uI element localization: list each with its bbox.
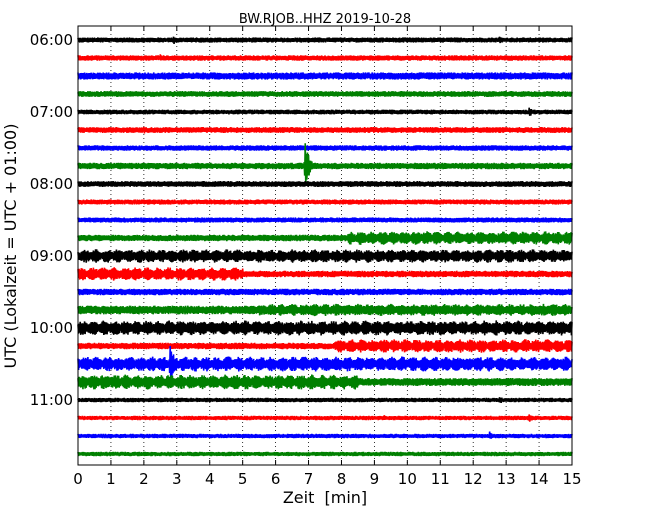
- seismic-trace: [77, 288, 573, 296]
- seismic-trace: [77, 217, 573, 223]
- x-tick-label: 15: [562, 470, 581, 488]
- seismic-trace: [77, 431, 573, 439]
- x-tick-label: 4: [205, 470, 215, 488]
- plot-background: [78, 26, 572, 465]
- y-axis-label: UTC (Lokalzeit = UTC + 01:00): [1, 124, 20, 369]
- seismic-trace: [77, 303, 573, 317]
- seismic-trace: [77, 126, 573, 134]
- seismic-trace: [77, 107, 573, 116]
- x-tick-label: 2: [139, 470, 149, 488]
- seismic-trace: [77, 36, 573, 44]
- seismic-trace: [77, 143, 573, 186]
- seismic-trace: [77, 91, 573, 97]
- seismic-trace: [77, 145, 573, 151]
- seismic-trace: [77, 54, 573, 61]
- seismic-trace: [77, 249, 573, 263]
- x-tick-label: 14: [530, 470, 549, 488]
- y-tick-label: 08:00: [30, 175, 73, 193]
- seismic-trace: [77, 346, 573, 381]
- chart-title: BW.RJOB..HHZ 2019-10-28: [239, 12, 411, 27]
- seismic-trace: [77, 267, 573, 281]
- y-tick-label: 09:00: [30, 247, 73, 265]
- x-tick-label: 0: [73, 470, 83, 488]
- plot-frame: [77, 25, 573, 466]
- x-tick-label: 5: [238, 470, 248, 488]
- y-tick-label: 07:00: [30, 103, 73, 121]
- y-tick-label: 11:00: [30, 391, 73, 409]
- seismic-trace: [77, 181, 573, 187]
- y-tick-label: 10:00: [30, 319, 73, 337]
- seismic-trace: [77, 320, 573, 336]
- x-tick-label: 6: [271, 470, 281, 488]
- seismic-trace: [77, 339, 573, 353]
- x-tick-label: 13: [497, 470, 516, 488]
- y-axis-ticks: 06:00 07:00 08:00 09:00 10:00 11:00: [30, 31, 572, 409]
- x-tick-label: 3: [172, 470, 182, 488]
- seismic-trace: [77, 451, 573, 457]
- x-tick-label: 10: [398, 470, 417, 488]
- seismic-trace: [77, 72, 573, 80]
- seismic-trace: [77, 231, 573, 245]
- x-tick-label: 1: [106, 470, 116, 488]
- x-tick-label: 9: [370, 470, 380, 488]
- seismic-trace: [77, 397, 573, 403]
- seismic-trace: [77, 199, 573, 205]
- y-tick-label: 06:00: [30, 31, 73, 49]
- x-tick-label: 12: [464, 470, 483, 488]
- x-tick-label: 8: [337, 470, 347, 488]
- seismic-trace: [77, 374, 573, 390]
- seismic-trace: [77, 414, 573, 422]
- x-tick-label: 11: [431, 470, 450, 488]
- x-axis-label: Zeit [min]: [283, 488, 367, 507]
- x-axis-ticks: 0 1 2 3 4 5 6 7 8 9 10 11 12 13 14 15: [73, 26, 582, 488]
- x-tick-label: 7: [304, 470, 314, 488]
- trace-group: [77, 36, 573, 457]
